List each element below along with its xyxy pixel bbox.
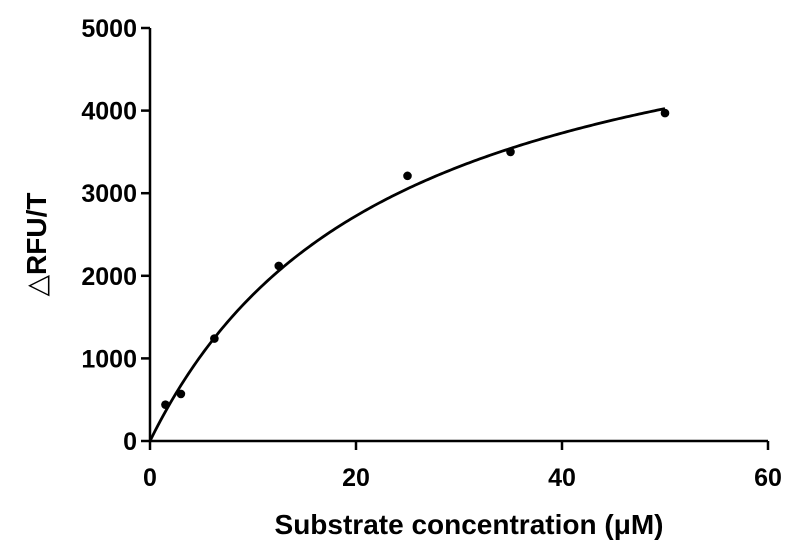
x-tick-label: 60	[754, 464, 782, 492]
x-tick-label: 0	[143, 464, 157, 492]
data-point	[403, 171, 412, 181]
data-point	[660, 108, 670, 118]
y-tick-label: 1000	[81, 345, 137, 373]
data-point	[161, 400, 170, 409]
fit-curve	[148, 107, 666, 442]
x-tick-label: 40	[548, 464, 576, 492]
y-tick-label: 0	[123, 428, 137, 456]
data-point	[506, 147, 515, 157]
y-ticks: 0 1000 2000 3000 4000 5000	[81, 15, 150, 456]
y-tick-label: 2000	[81, 263, 137, 291]
data-points	[161, 108, 670, 409]
x-tick-label: 20	[342, 464, 370, 492]
x-ticks: 0 20 40 60	[143, 441, 782, 492]
y-tick-label: 5000	[81, 15, 137, 43]
x-axis-label: Substrate concentration (μM)	[275, 509, 664, 540]
y-axis-label: △RFU/T	[21, 193, 52, 297]
data-point	[274, 261, 284, 271]
y-tick-label: 4000	[81, 98, 137, 126]
data-point	[210, 334, 219, 343]
data-point	[176, 389, 186, 399]
y-tick-label: 3000	[81, 180, 137, 208]
